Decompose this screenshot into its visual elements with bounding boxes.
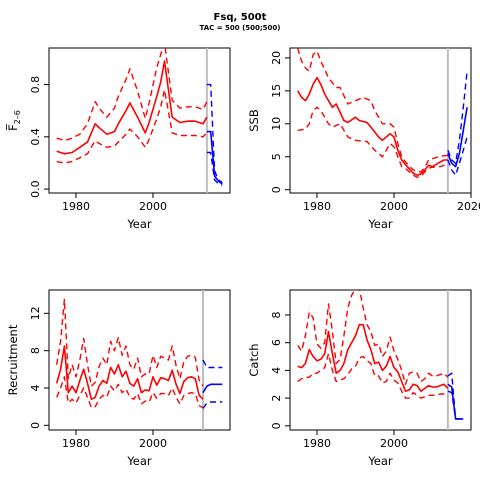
x-tick-label: 1980 — [303, 437, 331, 450]
projection-estimate-line — [206, 130, 223, 185]
series-group — [56, 48, 223, 186]
history-estimate-line — [297, 323, 449, 393]
history-estimate-line — [55, 345, 204, 401]
x-tick-label: 1980 — [62, 437, 90, 450]
projection-estimate-line — [447, 107, 468, 168]
y-tick-label: 0.0 — [29, 180, 42, 198]
y-axis-label: Catch — [247, 343, 261, 376]
y-tick-label: 0 — [270, 186, 283, 193]
y-tick-label: 4 — [270, 367, 283, 374]
y-axis-label-subscript: 2–6 — [13, 110, 22, 124]
y-tick-label: 0.4 — [29, 128, 42, 146]
history-lower-line — [297, 353, 449, 399]
history-lower-line — [56, 89, 208, 164]
y-tick-label: 0 — [270, 422, 283, 429]
projection-estimate-line — [202, 383, 223, 394]
projection-lower-line — [202, 401, 223, 409]
f-panel: 1980 2000 0.0 0.4 0.8 Year F̅2–6 — [5, 47, 231, 231]
catch-panel: 1980 2000 0 2 4 6 8 Year Catch — [247, 289, 472, 468]
y-tick-label: 0 — [29, 422, 42, 429]
projection-upper-line — [206, 83, 223, 184]
plot-frame — [48, 47, 231, 194]
y-tick-label: 2 — [270, 395, 283, 402]
figure-title: Fsq, 500t — [214, 12, 267, 23]
projection-upper-line — [202, 359, 223, 369]
projection-lower-line — [447, 390, 464, 420]
history-estimate-line — [297, 76, 448, 176]
history-lower-line — [297, 106, 449, 178]
series-group — [297, 290, 464, 420]
y-tick-label: 12 — [29, 306, 42, 320]
x-axis-label: Year — [126, 454, 152, 468]
x-tick-label: 1980 — [303, 200, 331, 213]
x-axis-label: Year — [126, 217, 152, 231]
projection-lower-line — [447, 136, 468, 176]
x-tick-label: 2000 — [139, 437, 167, 450]
history-upper-line — [56, 48, 208, 142]
y-tick-label: 8 — [270, 311, 283, 318]
recruitment-panel: 1980 2000 0 4 8 12 Year Recruitment — [6, 289, 231, 468]
y-axis-label: SSB — [247, 109, 261, 132]
x-tick-label: 2000 — [380, 437, 408, 450]
history-upper-line — [297, 290, 449, 385]
y-tick-label: 6 — [270, 339, 283, 346]
projection-lower-line — [206, 151, 223, 186]
x-tick-label: 2000 — [139, 200, 167, 213]
y-tick-label: 10 — [270, 117, 283, 131]
history-estimate-line — [56, 60, 208, 155]
figure-subtitle: TAC = 500 (500;500) — [200, 24, 281, 32]
history-lower-line — [56, 376, 204, 409]
panels-group: 198020000.00.40.8YearF̅2–619802000202005… — [5, 47, 480, 468]
x-tick-label: 2000 — [380, 200, 408, 213]
y-tick-label: 20 — [270, 51, 283, 65]
history-upper-line — [56, 298, 204, 387]
y-tick-label: 0.8 — [29, 76, 42, 94]
history-upper-line — [297, 48, 448, 173]
x-axis-label: Year — [367, 217, 393, 231]
series-group — [297, 48, 468, 178]
y-tick-label: 15 — [270, 84, 283, 98]
y-axis-label: F̅2–6 — [5, 110, 22, 131]
plot-frame — [289, 47, 472, 194]
x-axis-label: Year — [367, 454, 393, 468]
plot-frame — [289, 289, 472, 431]
plot-frame — [48, 289, 231, 431]
y-tick-label: 5 — [270, 153, 283, 160]
y-axis-label: Recruitment — [6, 324, 20, 395]
projection-upper-line — [447, 372, 464, 420]
y-tick-label: 4 — [29, 385, 42, 392]
x-tick-label: 1980 — [62, 200, 90, 213]
y-tick-label: 8 — [29, 347, 42, 354]
series-group — [55, 298, 223, 409]
